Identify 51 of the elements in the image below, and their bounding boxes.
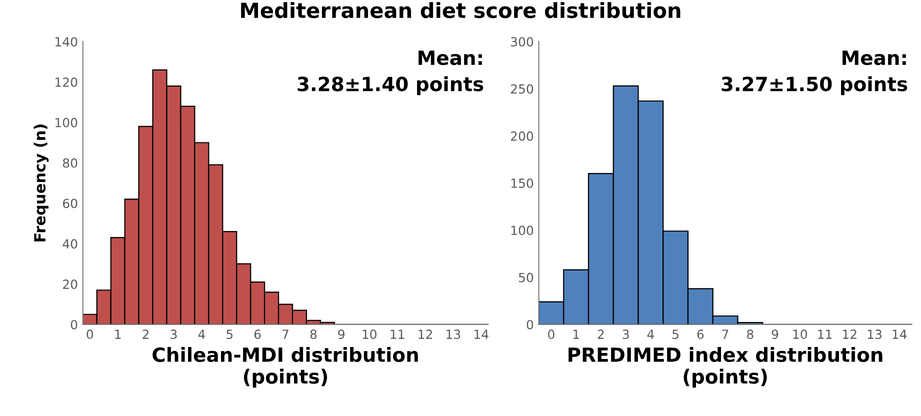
x-tick-label: 9 (772, 330, 778, 340)
y-tick-label: 100 (511, 226, 534, 236)
x-tick-label: 3 (170, 330, 177, 340)
x-tick-label: 4 (198, 330, 205, 339)
x-tick-label: 7 (722, 330, 728, 339)
x-tick-label: 0 (548, 330, 554, 340)
x-tick-label: 13 (446, 330, 460, 340)
x-tick-label: 9 (338, 330, 345, 340)
x-tick-label: 11 (390, 330, 404, 339)
y-tick-label: 0 (526, 320, 534, 330)
y-tick-label: 200 (510, 131, 534, 141)
y-tick-label: 150 (511, 178, 534, 188)
y-tick-label: 60 (62, 198, 78, 208)
x-tick-label: 5 (672, 330, 678, 340)
annotation: Mean: 3.28±1.40 points (298, 50, 484, 96)
x-tick-label: 5 (226, 330, 232, 340)
y-tick-label: 50 (518, 272, 534, 282)
x-tick-label: 3 (622, 330, 629, 340)
x-tick-label: 8 (310, 330, 317, 340)
x-tick-label: 6 (254, 330, 261, 340)
annotation: Mean: 3.27±1.50 points (722, 50, 908, 96)
x-tick-label: 2 (142, 330, 148, 339)
x-tick-label: 10 (362, 330, 376, 340)
y-tick-label: 0 (70, 320, 78, 330)
x-tick-label: 13 (868, 330, 882, 340)
y-tick-label: 250 (510, 84, 534, 94)
x-tick-label: 4 (647, 330, 654, 339)
x-tick-label: 6 (697, 330, 704, 340)
y-tick-label: 100 (56, 118, 78, 128)
y-tick-label: 140 (56, 37, 78, 47)
x-tick-label: 1 (573, 330, 579, 339)
y-tick-label: 120 (56, 77, 78, 87)
x-tick-label: 12 (843, 330, 856, 339)
x-tick-label: 10 (793, 330, 808, 340)
x-tick-label: 0 (86, 330, 94, 340)
x-axis-title: PREDIMED index distribution (points) (568, 346, 882, 388)
x-tick-label: 12 (418, 330, 432, 339)
x-tick-label: 11 (818, 330, 832, 339)
y-tick-label: 80 (62, 158, 78, 168)
y-tick-label: 40 (62, 239, 78, 249)
x-tick-label: 14 (474, 330, 488, 339)
chart-title: Mediterranean diet score distribution (241, 2, 680, 18)
y-tick-label: 300 (511, 37, 534, 47)
x-axis-title: Chilean-MDI distribution (points) (152, 346, 418, 388)
x-tick-label: 1 (115, 330, 121, 339)
x-tick-label: 7 (282, 330, 288, 339)
x-tick-label: 8 (747, 330, 754, 340)
y-tick-label: 20 (63, 280, 78, 289)
x-tick-label: 2 (598, 330, 604, 339)
y-axis-title: Frequency (n) (34, 124, 49, 242)
x-tick-label: 14 (892, 330, 907, 339)
